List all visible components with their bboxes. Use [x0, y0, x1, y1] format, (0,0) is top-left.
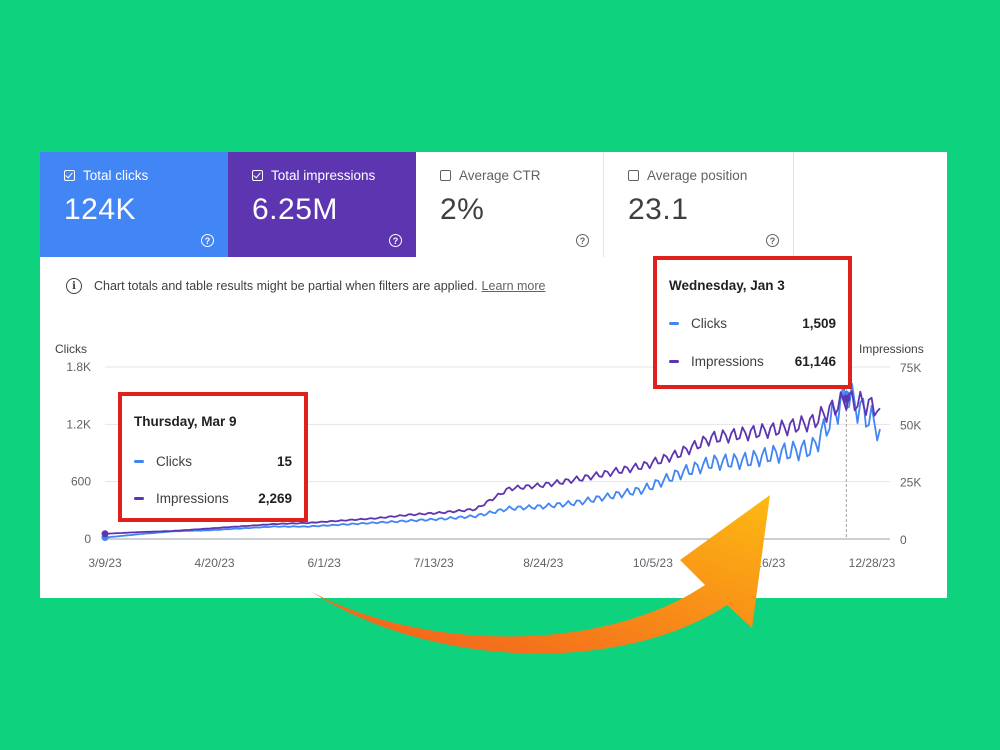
total-impressions-card[interactable]: Total impressions 6.25M ?	[228, 152, 416, 257]
tooltip-start-date: Thursday, Mar 9	[134, 414, 237, 429]
total-clicks-label-row: Total clicks	[64, 168, 228, 183]
average-ctr-value: 2%	[440, 193, 485, 226]
partial-data-notice: i Chart totals and table results might b…	[66, 278, 545, 294]
checkbox-unchecked-icon[interactable]	[628, 170, 639, 181]
y-right-tick-label: 0	[900, 533, 907, 547]
total-impressions-label: Total impressions	[271, 168, 376, 183]
checkbox-checked-icon[interactable]	[252, 170, 263, 181]
average-position-card[interactable]: Average position 23.1 ?	[604, 152, 794, 257]
total-clicks-card[interactable]: Total clicks 124K ?	[40, 152, 228, 257]
trend-arrow-icon	[312, 495, 770, 654]
tooltip-start-impressions-row: Impressions 2,269	[134, 491, 292, 506]
info-icon: i	[66, 278, 82, 294]
tooltip-end-clicks-label: Clicks	[691, 316, 727, 331]
notice-text: Chart totals and table results might be …	[94, 279, 478, 293]
x-tick-label: 7/13/23	[414, 556, 454, 570]
impressions-peak-point	[842, 394, 851, 403]
x-tick-label: 6/1/23	[307, 556, 341, 570]
tooltip-end-impressions-value: 61,146	[794, 354, 836, 369]
total-clicks-label: Total clicks	[83, 168, 149, 183]
tooltip-start-clicks-value: 15	[276, 454, 292, 469]
y-right-tick-label: 25K	[900, 476, 921, 490]
checkbox-checked-icon[interactable]	[64, 170, 75, 181]
checkbox-unchecked-icon[interactable]	[440, 170, 451, 181]
average-ctr-card[interactable]: Average CTR 2% ?	[416, 152, 604, 257]
y-left-tick-label: 1.8K	[66, 360, 91, 374]
y-left-tick-label: 1.2K	[66, 417, 91, 431]
tooltip-end-date: Wednesday, Jan 3	[669, 278, 785, 293]
help-icon[interactable]: ?	[201, 234, 214, 247]
y-left-axis-title: Clicks	[55, 342, 87, 356]
clicks-swatch	[669, 322, 679, 325]
impressions-start-point	[101, 530, 109, 538]
tooltip-start-impressions-label: Impressions	[156, 491, 229, 506]
help-icon[interactable]: ?	[389, 234, 402, 247]
tooltip-end-impressions-label: Impressions	[691, 354, 764, 369]
x-tick-label: 3/9/23	[88, 556, 122, 570]
total-impressions-label-row: Total impressions	[252, 168, 416, 183]
total-clicks-value: 124K	[64, 193, 137, 226]
tooltip-start: Thursday, Mar 9 Clicks 15 Impressions 2,…	[118, 392, 308, 522]
total-impressions-value: 6.25M	[252, 193, 338, 226]
tooltip-end-clicks-value: 1,509	[802, 316, 836, 331]
x-tick-label: 4/20/23	[195, 556, 235, 570]
x-tick-label: 12/28/23	[849, 556, 896, 570]
average-position-label: Average position	[647, 168, 748, 183]
tooltip-start-clicks-row: Clicks 15	[134, 454, 292, 469]
average-ctr-label-row: Average CTR	[440, 168, 603, 183]
y-right-tick-label: 50K	[900, 418, 921, 432]
learn-more-link[interactable]: Learn more	[481, 279, 546, 293]
average-position-value: 23.1	[628, 193, 689, 226]
impressions-swatch	[669, 360, 679, 363]
x-tick-label: 8/24/23	[523, 556, 563, 570]
y-left-tick-label: 0	[84, 532, 91, 546]
tooltip-end-impressions-row: Impressions 61,146	[669, 354, 836, 369]
metric-cards: Total clicks 124K ? Total impressions 6.…	[40, 152, 947, 257]
y-left-tick-label: 600	[71, 475, 91, 489]
help-icon[interactable]: ?	[576, 234, 589, 247]
help-icon[interactable]: ?	[766, 234, 779, 247]
clicks-swatch	[134, 460, 144, 463]
impressions-swatch	[134, 497, 144, 500]
impressions-line	[104, 390, 881, 535]
tooltip-end: Wednesday, Jan 3 Clicks 1,509 Impression…	[653, 256, 852, 389]
tooltip-start-clicks-label: Clicks	[156, 454, 192, 469]
tooltip-end-clicks-row: Clicks 1,509	[669, 316, 836, 331]
y-right-axis-title: Impressions	[859, 342, 924, 356]
y-right-tick-label: 75K	[900, 361, 921, 375]
average-position-label-row: Average position	[628, 168, 793, 183]
clicks-line	[104, 382, 881, 539]
tooltip-start-impressions-value: 2,269	[258, 491, 292, 506]
x-tick-label: 10/5/23	[633, 556, 673, 570]
average-ctr-label: Average CTR	[459, 168, 541, 183]
